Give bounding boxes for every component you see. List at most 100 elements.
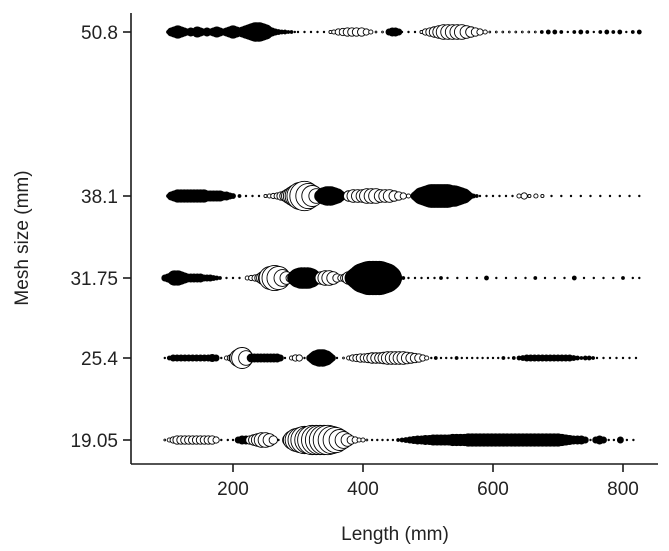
bubble-open xyxy=(399,192,407,200)
bubble-filled xyxy=(433,356,438,360)
bubble-filled xyxy=(621,356,625,360)
bubble-filled xyxy=(632,438,635,442)
bubble-filled xyxy=(638,194,641,198)
bubble-filled xyxy=(446,276,449,280)
bubble-filled xyxy=(514,276,517,280)
bubble-filled xyxy=(552,29,558,35)
bubble-open xyxy=(360,437,366,443)
bubble-filled xyxy=(296,30,300,34)
bubble-filled xyxy=(630,30,635,34)
bubble-filled xyxy=(460,356,463,360)
bubble-filled xyxy=(426,276,430,280)
bubble-filled xyxy=(504,194,508,198)
bubble-filled xyxy=(238,276,241,280)
bubble-filled xyxy=(231,276,235,280)
bubble-filled xyxy=(396,275,402,281)
bubble-filled xyxy=(589,194,592,198)
bubble-filled xyxy=(598,30,603,34)
bubble-filled xyxy=(220,438,223,442)
bubble-filled xyxy=(475,276,478,280)
bubble-filled xyxy=(634,356,638,360)
bubble-filled xyxy=(401,276,406,280)
x-axis-label: Length (mm) xyxy=(341,524,449,545)
bubble-filled xyxy=(582,355,588,361)
bubble-filled xyxy=(559,30,564,34)
bubble-open xyxy=(381,30,384,34)
bubble-filled xyxy=(471,356,474,360)
bubble-filled xyxy=(257,194,261,198)
bubble-filled xyxy=(497,356,500,360)
bubble-filled xyxy=(370,438,374,442)
bubble-filled xyxy=(283,356,287,360)
bubble-filled xyxy=(611,30,616,34)
bubble-open xyxy=(482,29,488,35)
bubble-filled xyxy=(485,194,488,198)
bubble-filled xyxy=(628,194,631,198)
bubble-filled xyxy=(495,276,498,280)
bubble-open xyxy=(365,438,369,442)
bubble-filled xyxy=(560,194,563,198)
bubble-filled xyxy=(543,276,547,280)
bubble-open xyxy=(540,193,545,199)
bubble-filled xyxy=(533,276,538,280)
bubble-filled xyxy=(212,354,220,362)
bubble-filled xyxy=(595,356,599,360)
bubble-filled xyxy=(376,438,379,442)
bubble-open xyxy=(520,192,528,200)
bubble-open xyxy=(295,354,303,362)
bubble-filled xyxy=(553,276,556,280)
bubble-filled xyxy=(569,194,573,198)
bubble-filled xyxy=(571,275,577,281)
bubble-filled xyxy=(420,276,423,280)
bubble-filled xyxy=(636,29,642,35)
bubble-filled xyxy=(638,276,641,280)
bubble-open xyxy=(476,28,484,36)
bubble-filled xyxy=(575,355,580,361)
bubble-filled xyxy=(226,438,230,442)
bubble-filled xyxy=(230,193,236,199)
bubble-filled xyxy=(439,356,443,360)
bubble-filled xyxy=(628,356,631,360)
bubble-open xyxy=(527,193,532,199)
bubble-filled xyxy=(293,30,296,34)
bubble-filled xyxy=(303,30,306,34)
bubble-open xyxy=(527,30,531,34)
bubble-filled xyxy=(277,438,280,442)
bubble-filled xyxy=(566,30,569,34)
bubble-filled xyxy=(220,356,223,360)
bubble-filled xyxy=(413,276,417,280)
y-tick-label: 19.05 xyxy=(70,431,118,452)
bubble-open xyxy=(212,436,220,444)
bubble-filled xyxy=(328,354,336,362)
bubble-filled xyxy=(474,194,479,198)
bubble-filled xyxy=(511,194,514,198)
bubble-filled xyxy=(625,30,628,34)
y-axis-ticks: 19.05 25.4 31.75 38.1 50.8 xyxy=(70,23,131,452)
bubble-filled xyxy=(618,194,621,198)
bubble-filled xyxy=(539,30,544,34)
bubble-filled xyxy=(386,438,389,442)
bubble-filled xyxy=(237,194,242,198)
bubble-filled xyxy=(612,276,615,280)
bubble-filled xyxy=(244,194,248,198)
bubble-filled xyxy=(465,356,469,360)
bubble-filled xyxy=(454,356,459,360)
bubble-filled xyxy=(589,438,592,442)
bubble-filled xyxy=(524,276,527,280)
bubble-filled xyxy=(231,438,235,442)
bubble-filled xyxy=(578,29,584,35)
x-tick-label: 200 xyxy=(217,479,249,500)
bubble-filled xyxy=(276,354,284,362)
bubble-filled xyxy=(450,356,453,360)
bubble-open xyxy=(516,193,522,199)
y-tick-label: 31.75 xyxy=(70,269,118,290)
bubble-filled xyxy=(582,276,586,280)
bubble-filled xyxy=(621,276,625,280)
bubble-filled xyxy=(391,438,395,442)
bubble-filled xyxy=(445,356,448,360)
bubble-filled xyxy=(433,276,436,280)
bubble-filled xyxy=(592,30,595,34)
bubble-open xyxy=(501,30,505,34)
bubble-filled xyxy=(579,194,582,198)
